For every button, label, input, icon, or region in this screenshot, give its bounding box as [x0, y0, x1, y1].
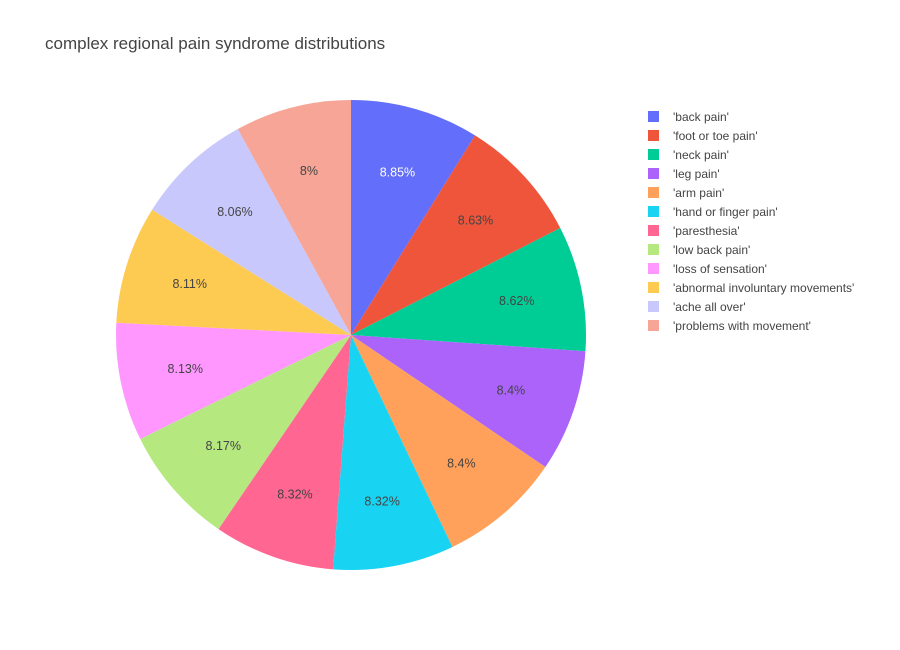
slice-percent-label: 8.63% [458, 213, 493, 227]
slice-percent-label: 8.62% [499, 294, 534, 308]
pie-slice-labels: 8.85% 8.63% 8.62% 8.4% 8.4% 8.32% 8.32% 8.17% 8.… [168, 164, 535, 508]
legend-label: 'low back pain' [673, 242, 751, 257]
legend-label: 'leg pain' [673, 166, 720, 181]
pie-slice-1[interactable] [351, 100, 476, 335]
legend-item[interactable]: 'leg pain' [648, 164, 854, 183]
legend-label: 'hand or finger pain' [673, 204, 778, 219]
slice-percent-label: 8.06% [217, 205, 252, 219]
legend-item[interactable]: 'hand or finger pain' [648, 202, 854, 221]
legend-label: 'arm pain' [673, 185, 725, 200]
legend-item[interactable]: 'low back pain' [648, 240, 854, 259]
pie-slice-10[interactable] [116, 209, 351, 335]
legend-swatch [648, 187, 659, 198]
legend-label: 'neck pain' [673, 147, 729, 162]
legend-label: 'foot or toe pain' [673, 128, 758, 143]
slice-percent-label: 8.85% [380, 165, 415, 179]
slice-percent-label: 8.11% [172, 277, 207, 291]
legend-swatch [648, 149, 659, 160]
legend-label: 'back pain' [673, 109, 729, 124]
legend-swatch [648, 244, 659, 255]
pie-slice-8[interactable] [140, 335, 351, 530]
legend-item[interactable]: 'arm pain' [648, 183, 854, 202]
pie-slice-4[interactable] [351, 335, 586, 468]
pie-slice-9[interactable] [115, 322, 351, 440]
legend-swatch [648, 206, 659, 217]
pie-slices [115, 100, 586, 570]
slice-percent-label: 8.4% [497, 383, 526, 397]
legend-label: 'loss of sensation' [673, 261, 767, 276]
pie-slice-12[interactable] [237, 100, 351, 335]
slice-percent-label: 8% [300, 164, 318, 178]
slice-percent-label: 8.13% [168, 362, 203, 376]
legend-item[interactable]: 'foot or toe pain' [648, 126, 854, 145]
slice-percent-label: 8.32% [364, 494, 399, 508]
pie-slice-7[interactable] [218, 335, 351, 570]
legend-label: 'ache all over' [673, 299, 746, 314]
slice-percent-label: 8.4% [447, 456, 476, 470]
legend-label: 'problems with movement' [673, 318, 811, 333]
legend-label: 'paresthesia' [673, 223, 740, 238]
legend-item[interactable]: 'ache all over' [648, 297, 854, 316]
legend-swatch [648, 168, 659, 179]
legend: 'back pain' 'foot or toe pain' 'neck pain'… [648, 107, 854, 335]
chart-title: complex regional pain syndrome distribut… [45, 34, 386, 53]
legend-item[interactable]: 'neck pain' [648, 145, 854, 164]
legend-item[interactable]: 'back pain' [648, 107, 854, 126]
legend-swatch [648, 301, 659, 312]
legend-swatch [648, 225, 659, 236]
pie-slice-5[interactable] [351, 335, 546, 547]
legend-swatch [648, 111, 659, 122]
pie-slice-2[interactable] [351, 135, 561, 335]
legend-swatch [648, 263, 659, 274]
pie-slice-6[interactable] [333, 335, 453, 570]
legend-swatch [648, 130, 659, 141]
legend-item[interactable]: 'loss of sensation' [648, 259, 854, 278]
legend-item[interactable]: 'problems with movement' [648, 316, 854, 335]
pie-slice-3[interactable] [351, 228, 586, 352]
legend-label: 'abnormal involuntary movements' [673, 280, 855, 295]
legend-item[interactable]: 'paresthesia' [648, 221, 854, 240]
legend-swatch [648, 282, 659, 293]
legend-item[interactable]: 'abnormal involuntary movements' [648, 278, 854, 297]
slice-percent-label: 8.32% [277, 488, 312, 502]
pie-slice-11[interactable] [152, 129, 351, 335]
slice-percent-label: 8.17% [206, 439, 241, 453]
legend-swatch [648, 320, 659, 331]
